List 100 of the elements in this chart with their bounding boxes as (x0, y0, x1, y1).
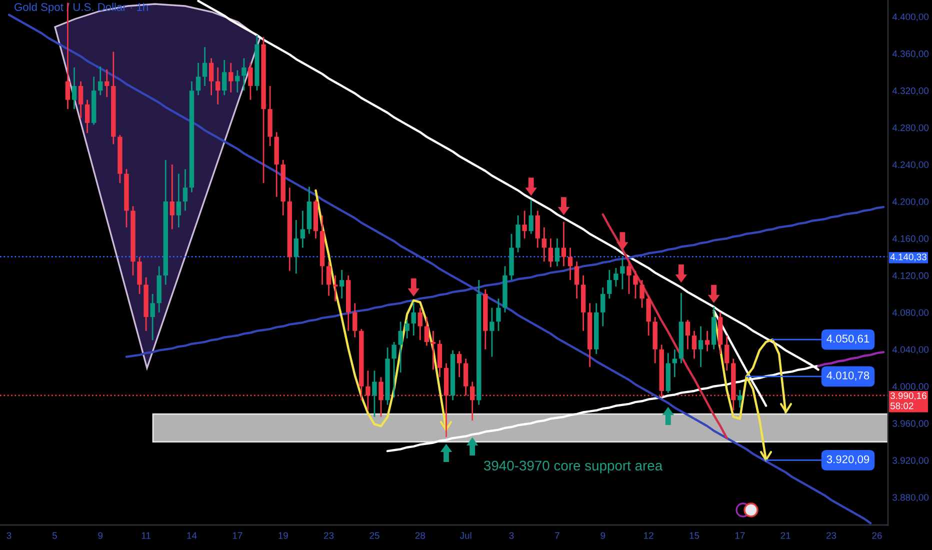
y-tick-label: 3.960,00 (892, 420, 929, 428)
data-label: 4.010,78 (826, 372, 870, 381)
candlestick (620, 257, 625, 290)
candlestick (626, 260, 632, 295)
candlestick (692, 330, 697, 360)
candlestick (392, 341, 396, 398)
candlestick (326, 260, 332, 296)
candlestick (150, 293, 155, 341)
candlestick (196, 62, 201, 96)
candlestick (516, 214, 520, 254)
x-tick-label: 23 (826, 532, 836, 539)
data-label: 4.050,61 (826, 334, 870, 344)
data-label: 3.920,09 (826, 455, 870, 465)
candlestick (65, 2, 70, 110)
candlestick (182, 168, 188, 212)
candlestick (202, 46, 208, 87)
x-tick-label: 3 (6, 532, 12, 539)
line-series (602, 213, 728, 440)
y-tick-label: 4.400,00 (892, 13, 929, 22)
candlestick (235, 70, 240, 94)
candlestick (411, 302, 416, 336)
candlestick (170, 164, 175, 230)
x-tick-label: 3 (509, 532, 514, 539)
candlestick (496, 298, 501, 332)
x-tick-label: 25 (370, 532, 380, 539)
y-tick-label: 4.000,00 (892, 383, 929, 391)
candlestick (646, 295, 651, 336)
x-tick-label: 19 (278, 532, 288, 539)
line-series (817, 351, 885, 368)
candlestick (242, 58, 246, 92)
candlestick (104, 68, 110, 98)
y-tick-label: 4.200,00 (892, 198, 929, 206)
candlestick (294, 219, 298, 274)
candlestick (84, 99, 90, 134)
candlestick (176, 173, 182, 228)
x-tick-label: 9 (600, 532, 606, 539)
ref-line-label: 4.140,33 (890, 254, 926, 262)
x-tick-label: 5 (52, 532, 57, 539)
x-tick-label: 28 (415, 532, 425, 539)
candlestick (738, 389, 742, 408)
candlestick (398, 320, 403, 374)
candlestick (208, 58, 214, 96)
y-tick-label: 4.080,00 (892, 309, 929, 318)
x-tick-label: 9 (98, 532, 103, 539)
candlestick (137, 256, 142, 295)
y-tick-label: 4.360,00 (892, 50, 929, 58)
candlestick (222, 59, 227, 96)
candlestick (418, 307, 422, 341)
x-tick-label: 17 (232, 532, 242, 539)
candlestick (215, 66, 220, 106)
candlestick (633, 270, 638, 300)
candlestick (300, 210, 306, 248)
candlestick (456, 350, 462, 378)
candlestick (352, 302, 358, 338)
candlestick (724, 334, 730, 372)
candlestick (332, 274, 338, 302)
candlestick (704, 330, 710, 352)
candlestick (600, 286, 606, 327)
candlestick (78, 80, 84, 120)
x-tick-label: 15 (690, 532, 700, 539)
candlestick (339, 269, 344, 300)
candlestick (98, 66, 103, 96)
y-tick-label: 4.240,00 (892, 161, 929, 170)
candlestick (574, 260, 580, 300)
candlestick (568, 247, 573, 281)
y-tick-label: 3.920,00 (892, 457, 929, 465)
candlestick (522, 210, 527, 240)
candlestick (698, 326, 704, 368)
y-tick-label: 4.040,00 (892, 346, 929, 354)
x-tick-label: Jul (460, 532, 472, 539)
y-tick-label: 4.160,00 (892, 235, 929, 244)
y-tick-label: 3.880,00 (892, 494, 929, 502)
candlestick (430, 330, 436, 370)
ref-line-label: 3.990,16 58:02 (890, 392, 926, 410)
candlestick (614, 267, 618, 288)
y-tick-label: 4.280,00 (892, 124, 929, 132)
x-tick-label: 11 (142, 532, 150, 539)
candlestick (424, 316, 430, 346)
candlestick (528, 198, 534, 235)
y-tick-label: 4.120,00 (892, 272, 929, 280)
candlestick (404, 319, 410, 339)
x-tick-label: 14 (187, 532, 197, 539)
x-tick-label: 12 (644, 532, 654, 539)
candlestick (672, 348, 678, 378)
candlestick (72, 66, 77, 110)
candlestick (548, 238, 554, 268)
candlestick (228, 62, 234, 94)
band-label: 3940-3970 core support area (484, 460, 663, 474)
candlestick (542, 226, 546, 262)
candlestick (561, 221, 566, 267)
x-tick-label: 17 (735, 532, 745, 539)
candlestick (607, 269, 612, 300)
candlestick (554, 238, 560, 267)
candlestick (535, 210, 540, 248)
y-tick-label: 4.320,00 (892, 87, 929, 96)
candlestick (640, 279, 644, 308)
candlestick (685, 319, 690, 350)
x-tick-label: 21 (780, 532, 790, 539)
candlestick (372, 370, 377, 418)
x-tick-label: 26 (872, 532, 882, 539)
